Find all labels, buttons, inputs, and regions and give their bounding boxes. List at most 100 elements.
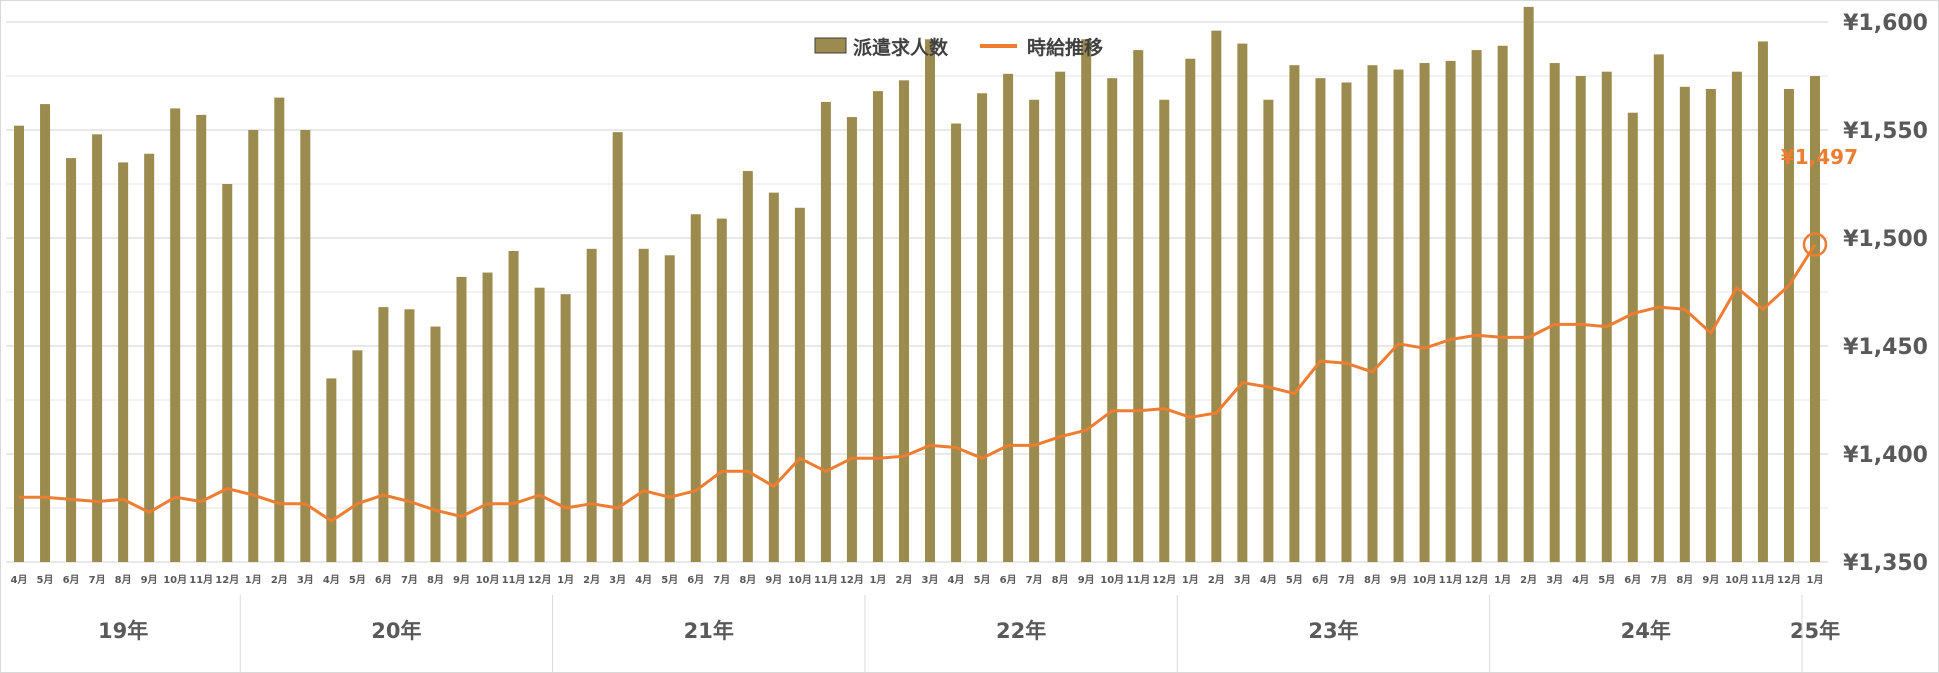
x-axis-months: 4月 5月 6月 7月 8月 9月 10月 11月 12月 1月 2月 3月 4月 5月 6月 7月 8月 9月 1… [11, 574, 1824, 586]
year-label: 24年 [1621, 619, 1671, 643]
x-tick-label: 3月 [297, 574, 314, 586]
bar [1133, 50, 1144, 562]
x-tick-label: 7月 [89, 574, 106, 586]
bar-series [14, 6, 1820, 563]
bar [1445, 60, 1456, 562]
bar [1679, 86, 1690, 563]
bar [14, 125, 25, 563]
bar [222, 184, 233, 562]
annotation: ¥1,497 [1781, 145, 1858, 257]
x-tick-label: 1月 [245, 574, 262, 586]
bar [144, 153, 155, 562]
x-tick-label: 9月 [1078, 574, 1095, 586]
x-tick-label: 5月 [1286, 574, 1303, 586]
bar [430, 326, 441, 562]
year-label: 21年 [684, 619, 734, 643]
bar [560, 294, 571, 562]
line-path [19, 243, 1817, 523]
x-tick-label: 8月 [1052, 574, 1069, 586]
year-label: 25年 [1790, 619, 1840, 643]
y-tick-label: ¥1,400 [1843, 443, 1928, 468]
bar [1575, 76, 1586, 562]
bar [1757, 41, 1768, 562]
x-tick-label: 10月 [163, 574, 187, 586]
x-tick-label: 2月 [271, 574, 288, 586]
x-tick-label: 7月 [1026, 574, 1043, 586]
x-tick-label: 8月 [427, 574, 444, 586]
bar [456, 276, 467, 562]
latest-value-label: ¥1,497 [1781, 145, 1858, 169]
x-tick-label: 7月 [1650, 574, 1667, 586]
x-tick-label: 5月 [974, 574, 991, 586]
bar [794, 207, 805, 562]
y-tick-label: ¥1,350 [1843, 551, 1928, 576]
bar [612, 132, 623, 562]
bar [951, 123, 962, 563]
x-tick-label: 11月 [502, 574, 526, 586]
x-tick-label: 4月 [1260, 574, 1277, 586]
year-label: 23年 [1308, 619, 1358, 643]
bar [508, 250, 519, 562]
bar [1315, 78, 1326, 562]
x-tick-label: 4月 [1572, 574, 1589, 586]
bar [872, 91, 883, 563]
x-tick-label: 2月 [1208, 574, 1225, 586]
bar [586, 248, 597, 563]
x-tick-label: 3月 [922, 574, 939, 586]
bar [482, 272, 493, 562]
x-tick-label: 11月 [1439, 574, 1463, 586]
bar [1393, 69, 1404, 563]
line-series [19, 243, 1817, 523]
bar [1731, 71, 1742, 563]
x-tick-label: 9月 [453, 574, 470, 586]
x-tick-label: 6月 [1624, 574, 1641, 586]
x-tick-label: 1月 [1807, 574, 1824, 586]
bar [534, 287, 545, 562]
bar [1055, 71, 1066, 563]
y-tick-label: ¥1,500 [1843, 227, 1928, 252]
bar [1263, 99, 1274, 562]
x-tick-label: 4月 [635, 574, 652, 586]
bar [40, 104, 51, 562]
x-tick-label: 11月 [1751, 574, 1775, 586]
bar [66, 158, 77, 562]
bar [716, 218, 727, 562]
bar [925, 39, 936, 562]
legend-line-label: 時給推移 [1027, 36, 1103, 59]
bar [846, 117, 857, 562]
bar [352, 350, 363, 562]
x-axis-years: 19年 20年 21年 22年 23年 24年 25年 [98, 595, 1840, 672]
bar [742, 171, 753, 563]
x-tick-label: 4月 [323, 574, 340, 586]
legend: 派遣求人数 時給推移 [814, 36, 1103, 59]
x-tick-label: 10月 [476, 574, 500, 586]
x-tick-label: 10月 [1413, 574, 1437, 586]
x-tick-label: 9月 [141, 574, 158, 586]
bar [1289, 65, 1300, 562]
bar [1159, 99, 1170, 562]
bar [1107, 78, 1118, 562]
x-tick-label: 10月 [1725, 574, 1749, 586]
bar [404, 309, 415, 562]
x-tick-label: 4月 [11, 574, 28, 586]
x-tick-label: 6月 [63, 574, 80, 586]
x-tick-label: 12月 [1152, 574, 1176, 586]
x-tick-label: 8月 [1364, 574, 1381, 586]
x-tick-label: 11月 [189, 574, 213, 586]
bar [378, 307, 389, 562]
bar [898, 80, 909, 562]
bar [248, 130, 259, 562]
year-label: 19年 [98, 619, 148, 643]
bar [1237, 43, 1248, 563]
x-tick-label: 12月 [1465, 574, 1489, 586]
x-tick-label: 3月 [1234, 574, 1251, 586]
x-tick-label: 5月 [37, 574, 54, 586]
x-tick-label: 12月 [215, 574, 239, 586]
bar [820, 101, 831, 563]
x-tick-label: 10月 [788, 574, 812, 586]
bar [1549, 63, 1560, 562]
bar [977, 93, 988, 562]
x-tick-label: 12月 [528, 574, 552, 586]
